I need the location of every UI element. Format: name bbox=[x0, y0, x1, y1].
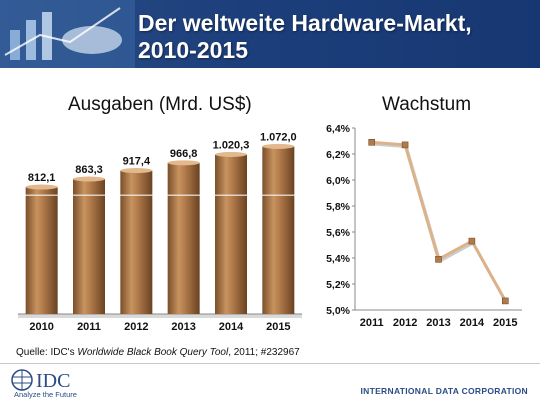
decorative-chart-graphic bbox=[0, 0, 135, 68]
corporation-name: INTERNATIONAL DATA CORPORATION bbox=[360, 386, 528, 396]
logo-tagline: Analyze the Future bbox=[14, 390, 77, 399]
bar-value-label: 1.020,3 bbox=[213, 139, 250, 151]
bar-top bbox=[120, 168, 153, 174]
y-tick-label: 6,2% bbox=[326, 149, 351, 161]
source-note: Quelle: IDC's Worldwide Black Book Query… bbox=[16, 347, 300, 358]
x-tick-label: 2012 bbox=[124, 321, 148, 333]
bar bbox=[120, 170, 153, 314]
line-chart-title: Wachstum bbox=[382, 94, 472, 115]
bar-top bbox=[167, 160, 200, 166]
y-tick-label: 5,0% bbox=[326, 305, 351, 317]
title-line-1: Der weltweite Hardware-Markt, bbox=[138, 10, 472, 36]
bar-value-label: 812,1 bbox=[28, 172, 56, 184]
data-point bbox=[468, 237, 476, 245]
y-tick-label: 5,4% bbox=[326, 253, 351, 265]
x-tick-label: 2013 bbox=[171, 321, 195, 333]
x-tick-label: 2014 bbox=[219, 321, 244, 333]
growth-line-chart: 5,0% 5,2% 5,4% 5,6% 5,8% 6,0% 6,2% 6,4% 2011 2012… bbox=[326, 123, 522, 329]
page-title: Der weltweite Hardware-Markt, 2010-2015 bbox=[138, 10, 472, 64]
data-point bbox=[502, 297, 509, 305]
x-tick-label: 2012 bbox=[393, 317, 417, 329]
series-line bbox=[371, 140, 507, 302]
series-line-shadow bbox=[373, 143, 508, 304]
x-tick-label: 2011 bbox=[77, 321, 101, 333]
bar-top bbox=[215, 151, 247, 157]
spending-bar-chart: 812,1 2010 863,3 2011 917,4 2012 966,8 2013 1.02… bbox=[18, 131, 302, 333]
source-suffix: , 2011; #232967 bbox=[228, 347, 300, 358]
bar-top bbox=[262, 143, 295, 149]
y-tick-label: 5,8% bbox=[326, 201, 351, 213]
y-tick-label: 5,6% bbox=[326, 227, 351, 239]
bar bbox=[167, 162, 200, 314]
bar-value-label: 966,8 bbox=[170, 148, 198, 160]
bar bbox=[215, 154, 247, 314]
bar-value-label: 1.072,0 bbox=[260, 131, 297, 143]
x-tick-label: 2010 bbox=[29, 321, 53, 333]
bar-value-label: 863,3 bbox=[75, 164, 103, 176]
header-banner: Der weltweite Hardware-Markt, 2010-2015 bbox=[0, 0, 540, 68]
x-tick-label: 2015 bbox=[266, 321, 290, 333]
title-line-2: 2010-2015 bbox=[138, 37, 248, 63]
bar-value-label: 917,4 bbox=[123, 156, 151, 168]
source-prefix: Quelle: IDC's bbox=[16, 347, 78, 358]
x-tick-label: 2011 bbox=[360, 317, 384, 329]
x-tick-label: 2014 bbox=[460, 317, 485, 329]
data-point bbox=[435, 256, 442, 263]
data-point bbox=[401, 141, 409, 149]
x-tick-label: 2013 bbox=[426, 317, 450, 329]
y-tick-label: 6,0% bbox=[326, 175, 351, 187]
bar-top bbox=[25, 184, 58, 190]
y-tick-label: 5,2% bbox=[326, 279, 351, 291]
bar-chart-floor bbox=[18, 314, 302, 318]
data-point bbox=[368, 138, 376, 146]
bar bbox=[73, 179, 105, 314]
y-tick-label: 6,4% bbox=[326, 123, 351, 135]
source-tool-name: Worldwide Black Book Query Tool bbox=[77, 347, 229, 358]
bar bbox=[25, 187, 58, 314]
footer-divider bbox=[0, 363, 540, 364]
bar bbox=[262, 146, 295, 314]
x-tick-label: 2015 bbox=[493, 317, 517, 329]
bar-chart-title: Ausgaben (Mrd. US$) bbox=[68, 94, 252, 115]
bar-top bbox=[73, 176, 105, 182]
idc-logo: IDC bbox=[11, 369, 70, 392]
logo-text: IDC bbox=[36, 370, 70, 392]
